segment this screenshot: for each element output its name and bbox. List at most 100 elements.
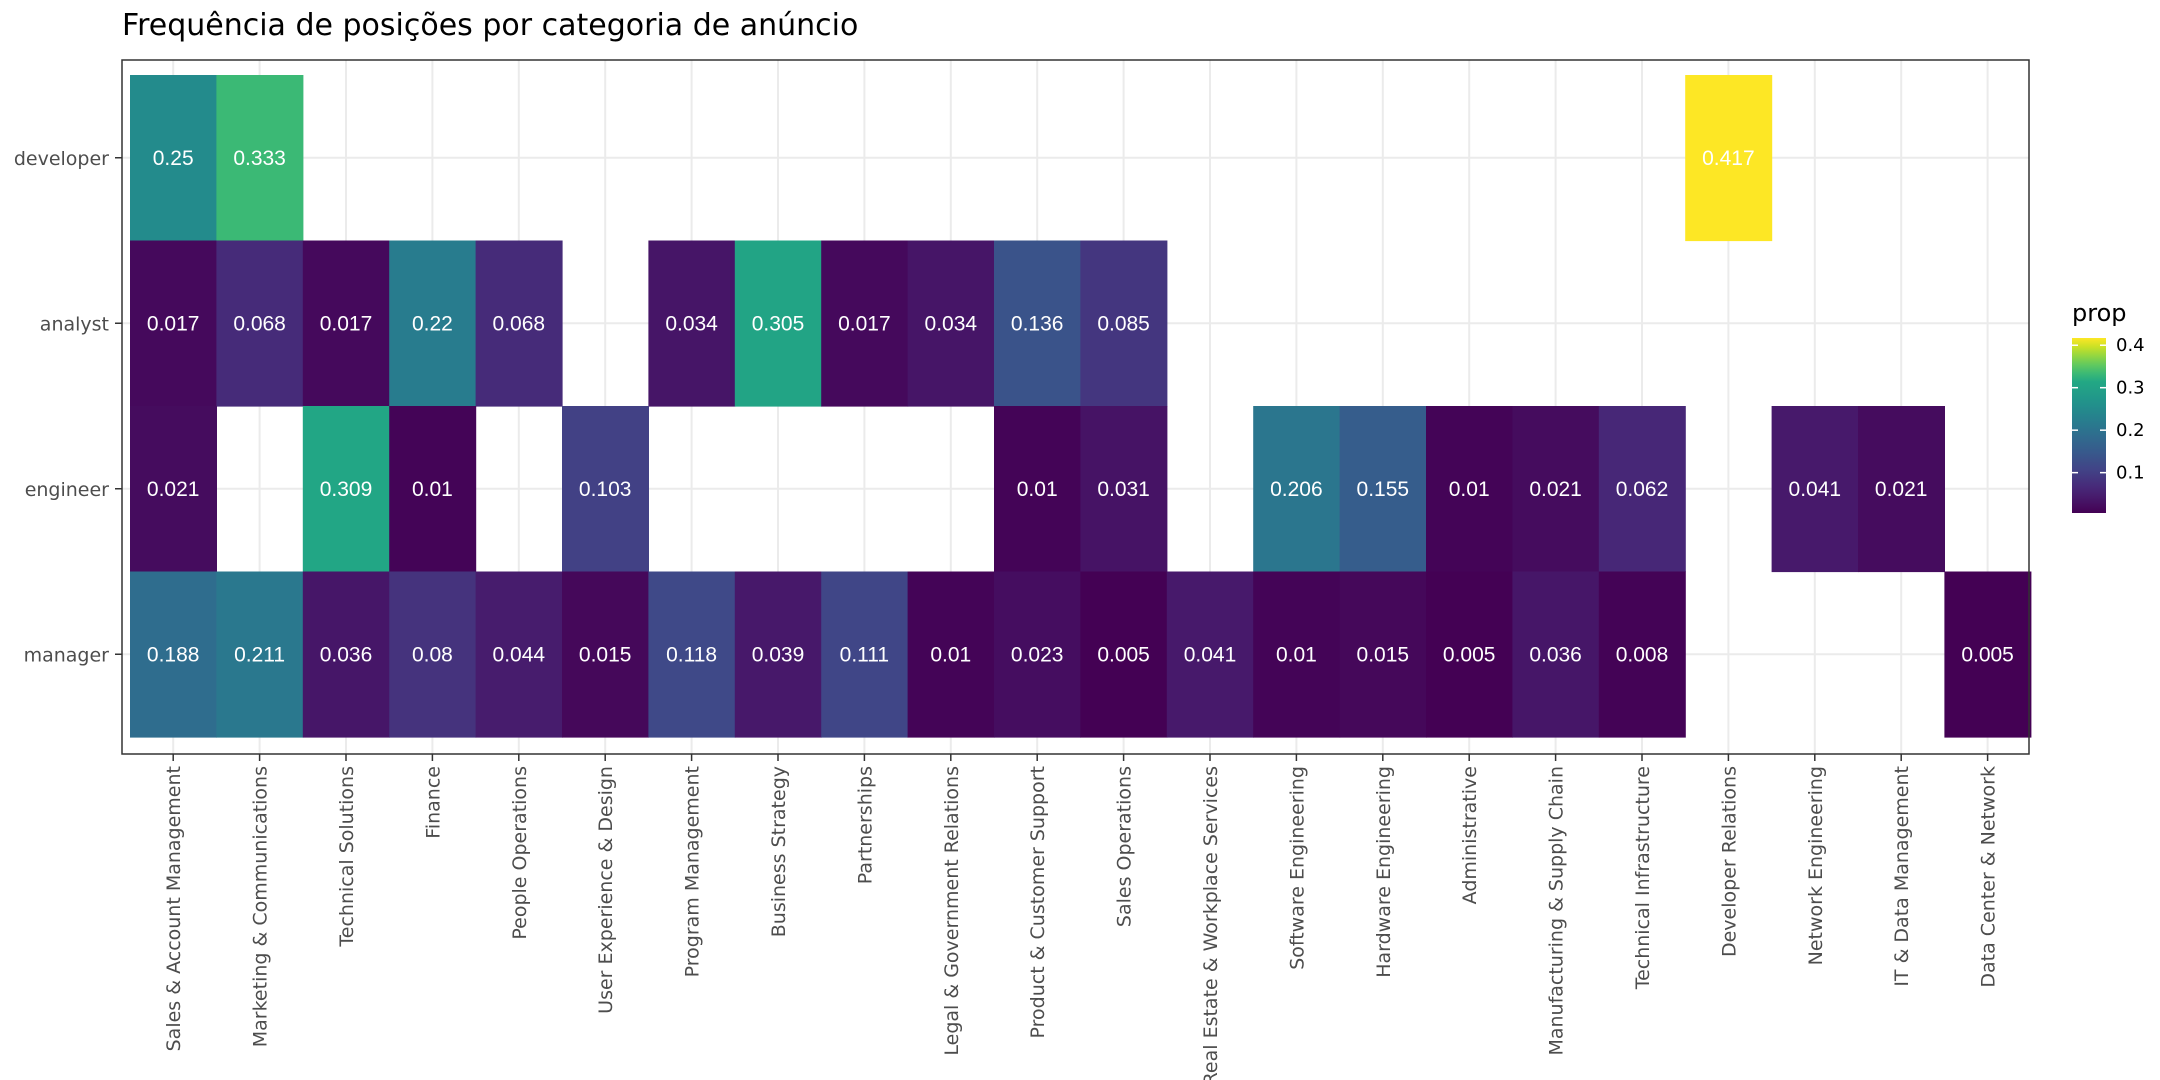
x-tick-label: Technical Solutions (336, 766, 358, 948)
heatmap-cell (130, 75, 217, 242)
heatmap-cell (389, 240, 477, 407)
heatmap-cell (734, 240, 822, 407)
x-tick-label: Software Engineering (1286, 766, 1308, 970)
cell-value-label: 0.017 (147, 312, 200, 335)
cell-value-label: 0.068 (233, 312, 286, 335)
x-tick-label: IT & Data Management (1891, 766, 1913, 987)
heatmap-cell (1512, 406, 1600, 573)
heatmap-cell (302, 240, 390, 407)
cell-value-label: 0.015 (1357, 643, 1410, 666)
heatmap-cell (1685, 75, 1773, 242)
y-tick-label: manager (24, 644, 110, 666)
cell-value-label: 0.08 (412, 643, 453, 666)
legend-tick-label: 0.3 (2116, 378, 2145, 399)
cell-value-label: 0.015 (579, 643, 632, 666)
heatmap-cell (1339, 406, 1427, 573)
cell-value-label: 0.206 (1270, 478, 1323, 501)
cell-value-label: 0.136 (1011, 312, 1064, 335)
heatmap-cell (1426, 406, 1513, 573)
heatmap-cell (907, 240, 995, 407)
cell-value-label: 0.085 (1097, 312, 1150, 335)
heatmap-cell (994, 571, 1081, 738)
heatmap-cell (389, 406, 477, 573)
cell-value-label: 0.017 (320, 312, 373, 335)
heatmap-cell (907, 571, 995, 738)
heatmap-cell (1598, 571, 1686, 738)
cell-value-label: 0.041 (1789, 478, 1842, 501)
heatmap-cell (216, 571, 304, 738)
heatmap-cell (648, 571, 736, 738)
cell-value-label: 0.036 (1529, 643, 1582, 666)
cell-value-label: 0.188 (147, 643, 200, 666)
heatmap-cell (475, 240, 563, 407)
heatmap-cell (562, 571, 649, 738)
cell-value-label: 0.041 (1184, 643, 1237, 666)
heatmap-cell (1253, 406, 1341, 573)
heatmap-cell (734, 571, 822, 738)
heatmap-cell (302, 571, 390, 738)
heatmap-cell (389, 571, 477, 738)
heatmap-cell (475, 571, 563, 738)
cell-value-label: 0.417 (1702, 147, 1755, 170)
cell-value-label: 0.01 (930, 643, 971, 666)
cell-value-label: 0.031 (1097, 478, 1150, 501)
cell-value-label: 0.333 (233, 147, 286, 170)
cell-value-label: 0.211 (234, 643, 285, 666)
legend: prop 0.1 0.2 0.3 0.4 (2072, 299, 2145, 513)
cell-value-label: 0.309 (320, 478, 373, 501)
x-tick-label: Product & Customer Support (1027, 766, 1049, 1038)
x-tick-label: Real Estate & Workplace Services (1200, 766, 1222, 1080)
cell-value-label: 0.021 (147, 478, 200, 501)
x-tick-label: Sales & Account Management (163, 766, 185, 1051)
x-tick-label: Finance (422, 766, 444, 839)
x-tick-label: Administrative (1459, 766, 1481, 904)
cell-value-label: 0.062 (1616, 478, 1669, 501)
cell-value-label: 0.021 (1875, 478, 1928, 501)
cell-labels: 0.25 0.333 0.417 0.017 0.068 0.017 0.22 0.068 0.… (147, 147, 2014, 667)
x-tick-label: Network Engineering (1805, 766, 1827, 965)
cell-value-label: 0.305 (752, 312, 805, 335)
y-tick-label: engineer (25, 479, 109, 501)
heatmap-cell (216, 75, 304, 242)
heatmap-cell (821, 240, 909, 407)
cell-value-label: 0.22 (412, 312, 453, 335)
cell-value-label: 0.155 (1357, 478, 1410, 501)
heatmap-cell (562, 406, 649, 573)
y-tick-label: analyst (40, 313, 109, 335)
y-tick-label: developer (14, 148, 109, 170)
heatmap-cell (1512, 571, 1600, 738)
cell-value-label: 0.005 (1961, 643, 2014, 666)
heatmap-cell (1598, 406, 1686, 573)
cell-value-label: 0.01 (1276, 643, 1317, 666)
heatmap-cell (1080, 571, 1168, 738)
cell-value-label: 0.017 (838, 312, 891, 335)
cell-value-label: 0.005 (1443, 643, 1496, 666)
cell-value-label: 0.01 (1017, 478, 1058, 501)
cell-value-label: 0.044 (493, 643, 546, 666)
heatmap-cell (1858, 406, 1945, 573)
heatmap-cells (130, 75, 2032, 738)
heatmap-cell (994, 406, 1081, 573)
cell-value-label: 0.008 (1616, 643, 1669, 666)
heatmap-cell (1080, 406, 1168, 573)
x-axis: Sales & Account Management Marketing & Co… (163, 754, 2000, 1080)
legend-tick-label: 0.2 (2116, 420, 2145, 441)
cell-value-label: 0.103 (579, 478, 632, 501)
x-tick-label: Legal & Government Relations (941, 766, 963, 1056)
legend-colorbar (2072, 338, 2106, 513)
heatmap-cell (130, 240, 217, 407)
x-tick-label: User Experience & Design (595, 766, 617, 1014)
cell-value-label: 0.021 (1529, 478, 1582, 501)
chart-title: Frequência de posições por categoria de … (122, 8, 858, 43)
heatmap-cell (1426, 571, 1513, 738)
cell-value-label: 0.01 (412, 478, 453, 501)
heatmap-cell (130, 571, 217, 738)
heatmap-cell (1080, 240, 1168, 407)
x-tick-label: Technical Infrastructure (1632, 766, 1654, 990)
legend-tick-label: 0.1 (2116, 463, 2145, 484)
cell-value-label: 0.034 (925, 312, 978, 335)
heatmap-cell (1166, 571, 1254, 738)
cell-value-label: 0.111 (840, 643, 889, 666)
heatmap-cell (302, 406, 390, 573)
